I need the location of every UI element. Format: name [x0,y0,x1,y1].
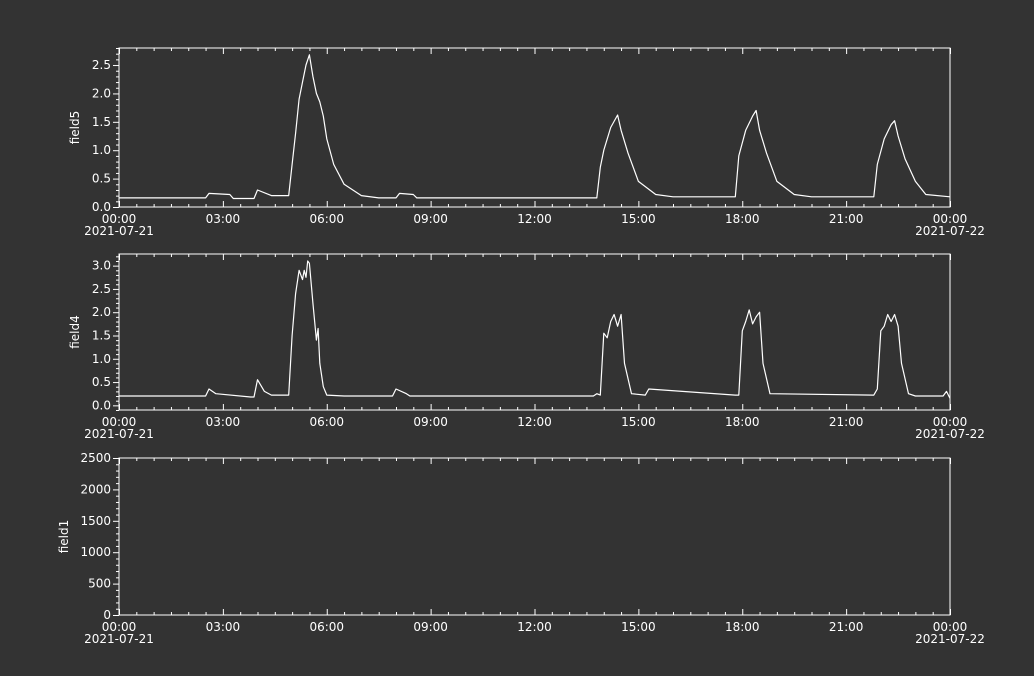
x-date-end: 2021-07-22 [915,224,985,238]
x-date-end: 2021-07-22 [915,632,985,646]
chart-panel-field1: 00:00 03:00 06:00 09:00 12:00 15:00 18:00 21:00… [57,451,985,646]
plot-frame [118,47,951,208]
y-tick-label: 1500 [80,514,111,528]
x-date-start: 2021-07-21 [84,224,154,238]
series-line-field5 [119,54,951,200]
series-line-field4 [119,260,951,399]
x-tick-label: 12:00 [517,415,552,429]
x-tick-label: 03:00 [206,212,241,226]
y-tick-label: 500 [88,577,111,591]
x-date-start: 2021-07-21 [84,632,154,646]
x-date-end: 2021-07-22 [915,427,985,441]
y-tick-label: 1.5 [92,328,111,342]
x-tick-label: 03:00 [206,620,241,634]
x-tick-label: 00:00 [102,212,137,226]
y-tick-label: 1.0 [92,143,111,157]
x-date-start: 2021-07-21 [84,427,154,441]
y-tick-label: 1000 [80,545,111,559]
x-tick-label: 09:00 [413,212,448,226]
y-tick-label: 0 [103,608,111,622]
x-tick-label: 21:00 [829,415,864,429]
y-tick-label: 2.5 [92,282,111,296]
plot-frame [118,253,951,411]
x-tick-label: 00:00 [102,620,137,634]
x-tick-label: 03:00 [206,415,241,429]
y-axis-label: field4 [68,315,82,349]
chart-panel-field5: 00:00 03:00 06:00 09:00 12:00 15:00 18:00 21:00… [68,47,985,238]
y-tick-label: 2500 [80,451,111,465]
x-tick-label: 06:00 [309,415,344,429]
chart-panel-field4: 00:00 03:00 06:00 09:00 12:00 15:00 18:00 21:00… [68,253,985,441]
x-tick-label: 09:00 [413,620,448,634]
x-tick-label: 06:00 [309,212,344,226]
x-tick-label: 12:00 [517,212,552,226]
y-tick-label: 0.5 [92,375,111,389]
y-tick-label: 0.0 [92,200,111,214]
x-tick-label: 00:00 [102,415,137,429]
plot-frame [118,457,951,616]
y-tick-label: 1.0 [92,352,111,366]
y-tick-label: 3.0 [92,259,111,273]
y-axis-label: field5 [68,111,82,145]
y-tick-label: 1.5 [92,115,111,129]
x-tick-label: 00:00 [933,415,968,429]
x-tick-label: 21:00 [829,620,864,634]
x-tick-label: 12:00 [517,620,552,634]
y-tick-label: 2.0 [92,305,111,319]
y-tick-label: 2000 [80,482,111,496]
y-tick-label: 0.0 [92,398,111,412]
y-tick-label: 2.5 [92,58,111,72]
x-tick-label: 00:00 [933,620,968,634]
y-tick-label: 0.5 [92,172,111,186]
y-axis-label: field1 [57,520,71,554]
x-tick-label: 15:00 [621,212,656,226]
x-tick-label: 21:00 [829,212,864,226]
x-tick-label: 15:00 [621,620,656,634]
x-tick-label: 18:00 [725,415,760,429]
y-tick-label: 2.0 [92,86,111,100]
x-tick-label: 18:00 [725,212,760,226]
x-tick-label: 00:00 [933,212,968,226]
x-tick-label: 15:00 [621,415,656,429]
x-tick-label: 18:00 [725,620,760,634]
x-tick-label: 06:00 [309,620,344,634]
x-tick-label: 09:00 [413,415,448,429]
